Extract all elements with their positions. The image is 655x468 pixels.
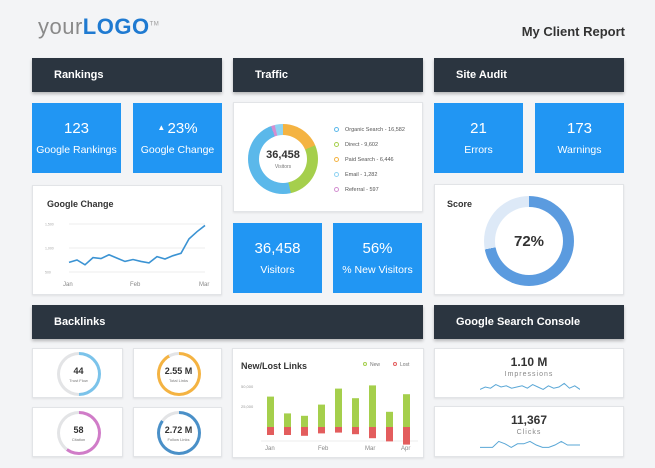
backlink-value: 2.72 M [164, 424, 193, 435]
legend-label: Organic Search - 16,582 [345, 126, 405, 133]
traffic-total: 36,458 [266, 148, 300, 161]
backlink-label: Citation [71, 436, 86, 442]
google-change-line-chart: 500 1,000 1,500 Jan Feb Mar [45, 223, 209, 289]
bar-new [369, 385, 376, 427]
backlink-metric-card: 44 Trust Flow [32, 348, 123, 398]
x-tick-label: Mar [365, 446, 375, 452]
bar-new [284, 413, 291, 427]
legend-label: Paid Search - 6,446 [345, 156, 394, 163]
bar-new [352, 398, 359, 427]
x-tick-label: Feb [318, 446, 329, 452]
bar-lost [284, 427, 291, 435]
bar-new [267, 396, 274, 427]
x-tick-label: Feb [130, 282, 141, 288]
backlink-value: 2.55 M [164, 365, 193, 376]
triangle-up-icon: ▲ [157, 123, 168, 132]
new-lost-links-title: New/Lost Links [241, 361, 308, 371]
bar-lost [318, 427, 325, 434]
warnings-tile[interactable]: 173 Warnings [535, 103, 624, 173]
page-title: My Client Report [521, 24, 625, 39]
google-change-title: Google Change [47, 199, 114, 209]
legend-new-swatch [363, 362, 367, 366]
x-tick-label: Mar [199, 282, 209, 288]
traffic-legend: Organic Search - 16,582 Direct - 9,602 Pai… [334, 122, 405, 197]
traffic-legend-item: Paid Search - 6,446 [334, 152, 405, 167]
section-header-traffic: Traffic [233, 58, 423, 92]
clicks-sparkline [480, 440, 580, 448]
google-change-series [68, 224, 206, 266]
sparkline-series [480, 382, 580, 390]
visitors-tile[interactable]: 36,458 Visitors [233, 223, 322, 293]
logo: yourLOGOTM [38, 14, 160, 39]
score-value: 72% [513, 232, 545, 250]
score-card: Score 72% [434, 184, 624, 295]
y-tick-label: 25,000 [241, 404, 254, 409]
errors-tile[interactable]: 21 Errors [434, 103, 523, 173]
backlink-label: Total Links [169, 377, 188, 383]
bar-new [301, 415, 308, 427]
google-change-tile[interactable]: ▲ 23% Google Change [133, 103, 222, 173]
impressions-sparkline [480, 382, 580, 390]
backlink-metric-card: 2.72 M Follow Links [133, 407, 222, 457]
x-tick-label: Apr [401, 446, 410, 452]
legend-label: Direct - 9,602 [345, 141, 379, 148]
bar-new [386, 411, 393, 427]
legend-swatch [334, 142, 339, 147]
legend-label: Email - 1,282 [345, 171, 378, 178]
google-change-card: Google Change 500 1,000 1,500 Jan Feb Mar [32, 185, 222, 295]
x-tick-label: Jan [63, 282, 73, 288]
y-tick-label: 1,000 [45, 247, 54, 251]
legend-lost-swatch [393, 362, 397, 366]
legend-new: New [363, 362, 380, 368]
section-header-gsc: Google Search Console [434, 305, 624, 339]
bar-lost [301, 427, 308, 436]
bar-lost [267, 427, 274, 435]
traffic-legend-item: Organic Search - 16,582 [334, 122, 405, 137]
clicks-card: 11,367 Clicks [434, 406, 624, 457]
backlink-value: 58 [73, 424, 84, 435]
score-title: Score [447, 199, 473, 209]
backlink-metric-card: 58 Citation [32, 407, 123, 457]
sparkline-series [480, 440, 580, 448]
bar-new [403, 394, 410, 427]
new-visitors-tile[interactable]: 56% % New Visitors [333, 223, 422, 293]
legend-label: Referral - 597 [345, 186, 379, 193]
section-header-backlinks: Backlinks [32, 305, 423, 339]
new-lost-links-bar-chart: 25,000 50,000 Jan Feb Mar Apr [241, 384, 418, 452]
x-tick-label: Jan [265, 446, 275, 452]
legend-swatch [334, 157, 339, 162]
bar-new [335, 388, 342, 427]
y-tick-label: 500 [45, 271, 51, 275]
traffic-legend-item: Referral - 597 [334, 182, 405, 197]
traffic-legend-item: Direct - 9,602 [334, 137, 405, 152]
bar-lost [403, 427, 410, 445]
legend-lost: Lost [393, 362, 409, 368]
legend-swatch [334, 187, 339, 192]
bar-lost [386, 427, 393, 442]
legend-swatch [334, 127, 339, 132]
backlink-metric-card: 2.55 M Total Links [133, 348, 222, 398]
bar-lost [335, 427, 342, 433]
legend-swatch [334, 172, 339, 177]
backlink-label: Trust Flow [69, 377, 88, 383]
bar-lost [369, 427, 376, 439]
google-rankings-tile[interactable]: 123 Google Rankings [32, 103, 121, 173]
y-tick-label: 1,500 [45, 223, 54, 227]
section-header-rankings: Rankings [32, 58, 222, 92]
impressions-card: 1.10 M Impressions [434, 348, 624, 398]
traffic-card: 36,458 Visitors Organic Search - 16,582 D… [233, 102, 423, 212]
traffic-legend-item: Email - 1,282 [334, 167, 405, 182]
backlink-value: 44 [73, 365, 84, 376]
backlink-label: Follow Links [167, 436, 190, 442]
y-tick-label: 50,000 [241, 384, 254, 389]
section-header-site-audit: Site Audit [434, 58, 624, 92]
bar-new [318, 404, 325, 427]
new-lost-links-card: New/Lost Links New Lost 25,000 50,000 Jan F… [232, 348, 424, 458]
bar-lost [352, 427, 359, 435]
